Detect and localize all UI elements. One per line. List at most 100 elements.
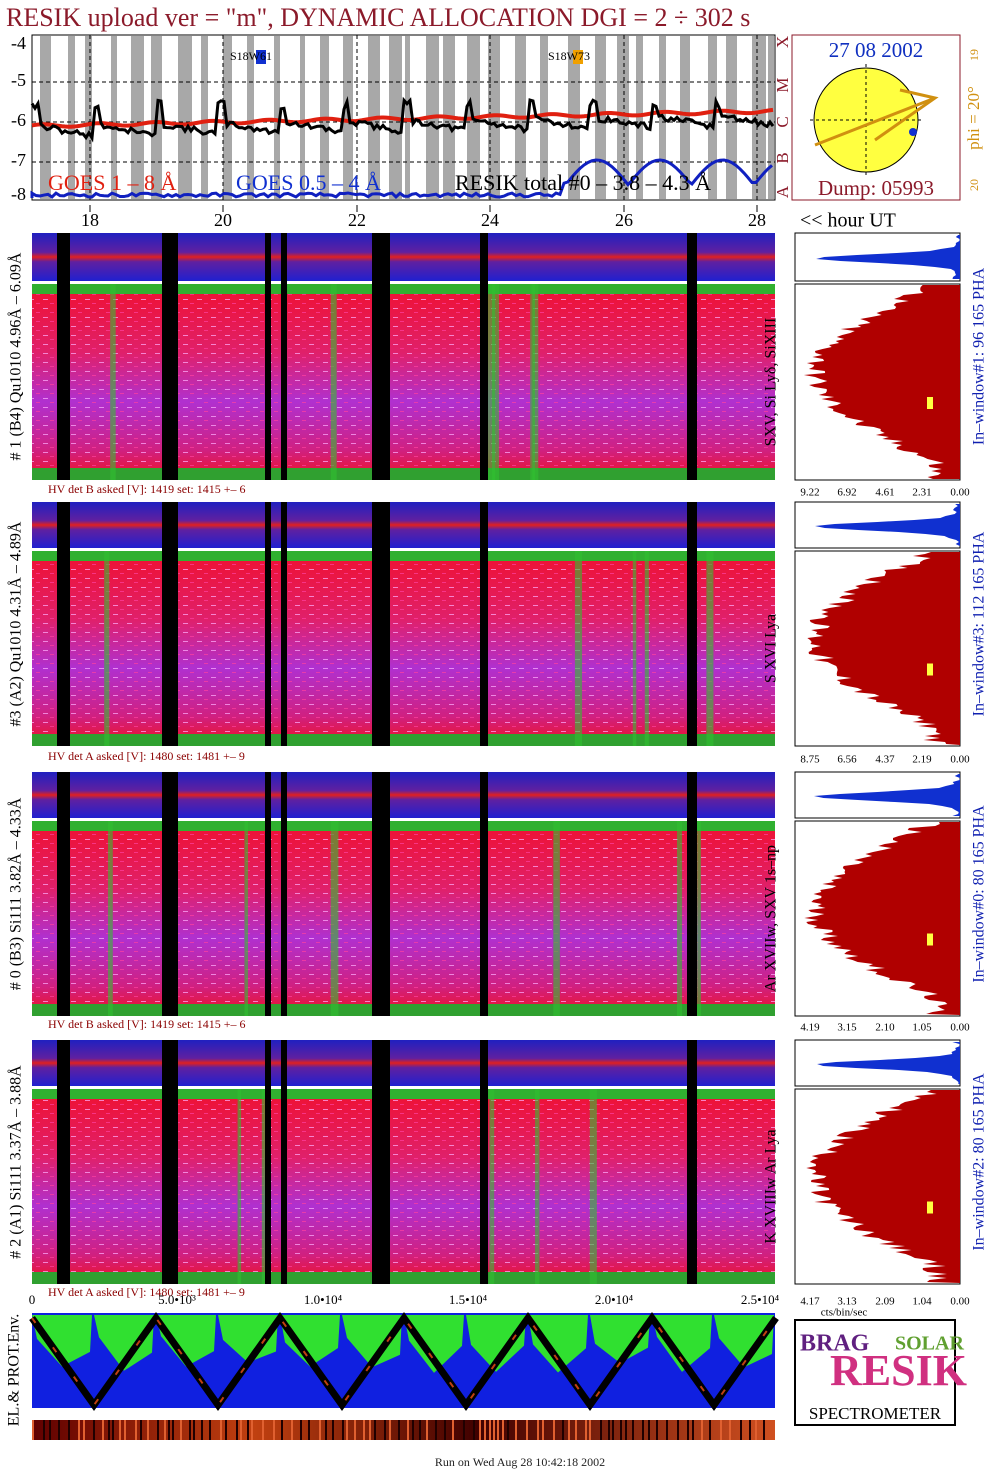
data-gap bbox=[372, 233, 390, 480]
env-region bbox=[528, 1315, 588, 1373]
line-label: SXV, Si Lyδ, SiXIII bbox=[763, 318, 780, 447]
strip-spectrum bbox=[32, 772, 775, 818]
env-strip-bar bbox=[180, 1420, 182, 1440]
spectrogram-texture bbox=[32, 821, 775, 1016]
class-label: B bbox=[773, 152, 792, 163]
strip-spectrum bbox=[32, 502, 775, 548]
green-column bbox=[330, 284, 337, 480]
env-strip-bar bbox=[291, 1420, 293, 1440]
sun-phi-top: 19 bbox=[967, 49, 981, 61]
env-strip-bar bbox=[625, 1420, 627, 1440]
env-strip-bar bbox=[656, 1420, 658, 1440]
data-gap bbox=[687, 233, 697, 480]
data-gap bbox=[281, 502, 287, 746]
env-strip-bar bbox=[354, 1420, 356, 1440]
green-column bbox=[489, 1089, 495, 1284]
env-bg bbox=[32, 1313, 775, 1408]
env-strip-bar bbox=[32, 1420, 34, 1440]
env-strip-bar bbox=[600, 1420, 602, 1440]
data-gap bbox=[372, 1040, 390, 1284]
env-strip-bar bbox=[236, 1420, 238, 1440]
env-strip-bar bbox=[273, 1420, 275, 1440]
logo-caption: SPECTROMETER bbox=[809, 1404, 942, 1423]
env-strip-bar bbox=[251, 1420, 253, 1440]
env-region bbox=[714, 1315, 774, 1368]
line-label: S XVI Lya bbox=[763, 614, 780, 683]
env-tick-label: 2.0•10⁴ bbox=[595, 1292, 634, 1307]
legend-text: GOES 1 – 8 Å bbox=[48, 170, 176, 195]
gap-band bbox=[300, 36, 305, 199]
env-strip-bar bbox=[119, 1420, 121, 1440]
env-strip-bar bbox=[209, 1420, 211, 1440]
env-strip-bar bbox=[502, 1420, 504, 1440]
env-region bbox=[94, 1315, 154, 1371]
data-gap bbox=[372, 502, 390, 746]
strip-spectrum bbox=[32, 1040, 775, 1086]
gap-band bbox=[540, 36, 548, 199]
gap-band bbox=[131, 36, 144, 199]
green-edge bbox=[32, 1272, 775, 1284]
env-strip-bar bbox=[463, 1420, 465, 1440]
env-strip-bar bbox=[666, 1420, 668, 1440]
green-edge bbox=[32, 1004, 775, 1016]
legend-text: GOES 0.5 – 4 Å bbox=[236, 170, 381, 195]
pha-profile bbox=[807, 552, 960, 745]
env-strip-bar bbox=[140, 1420, 142, 1440]
data-gap bbox=[281, 233, 287, 480]
pha-tick-label: 3.13 bbox=[837, 1296, 857, 1308]
env-strip-bar bbox=[608, 1420, 610, 1440]
flare-marker bbox=[256, 50, 266, 64]
sun-phi: phi = 20° bbox=[964, 86, 983, 150]
pha-profile bbox=[803, 285, 960, 479]
flare-marker bbox=[573, 50, 583, 64]
env-strip-bar bbox=[493, 1420, 495, 1440]
env-strip-bar bbox=[398, 1420, 400, 1440]
gap-band bbox=[247, 36, 254, 199]
env-strip-bar bbox=[444, 1420, 446, 1440]
env-strip-bar bbox=[562, 1420, 564, 1440]
hour-tick-label: 24 bbox=[481, 210, 499, 230]
env-region bbox=[32, 1315, 92, 1367]
env-strip-bar bbox=[479, 1420, 481, 1440]
green-column bbox=[492, 284, 500, 480]
env-strip-bar bbox=[78, 1420, 80, 1440]
pha-tick-label: 4.61 bbox=[875, 487, 894, 499]
gap-band bbox=[178, 36, 192, 199]
data-gap bbox=[265, 772, 271, 1016]
pha-profile bbox=[804, 822, 960, 1015]
line-label: Ar XVIIw, SXV 1s–np bbox=[763, 845, 780, 992]
logo-frame bbox=[794, 1319, 956, 1426]
pha-tick-label: 4.37 bbox=[875, 754, 895, 766]
pha-tick-label: 0.00 bbox=[950, 754, 970, 766]
env-strip-bar bbox=[201, 1420, 203, 1440]
env-strip-bar bbox=[426, 1420, 428, 1440]
env-strip-bar bbox=[193, 1420, 195, 1440]
env-strip-bar bbox=[332, 1420, 334, 1440]
green-column bbox=[632, 551, 637, 746]
env-strip-bar bbox=[325, 1420, 327, 1440]
pha-tick-label: 8.75 bbox=[800, 754, 820, 766]
gap-band bbox=[617, 36, 629, 199]
class-label: A bbox=[773, 185, 792, 198]
pha-tick-label: 3.15 bbox=[837, 1022, 857, 1034]
env-strip-bar bbox=[135, 1420, 137, 1440]
sun-date: 27 08 2002 bbox=[829, 38, 924, 62]
gap-band bbox=[201, 36, 208, 199]
gap-band bbox=[488, 36, 500, 199]
data-gap bbox=[162, 502, 178, 746]
gap-band bbox=[768, 36, 774, 199]
env-strip-bar bbox=[435, 1420, 437, 1440]
hour-tick-label: 20 bbox=[214, 210, 232, 230]
window-label: In–window#3: 112 165 PHA bbox=[971, 531, 988, 716]
env-strip-bar bbox=[585, 1420, 587, 1440]
sun-phi-bottom: 20 bbox=[967, 179, 981, 191]
hour-axis-label: << hour UT bbox=[800, 210, 896, 232]
green-column bbox=[553, 821, 560, 1016]
legend-text: RESIK total #0 – 3.8 – 4.3 Å bbox=[455, 170, 711, 195]
class-label: X bbox=[773, 36, 792, 48]
data-gap bbox=[265, 1040, 271, 1284]
env-region bbox=[342, 1315, 402, 1368]
pha-tick-label: 0.00 bbox=[950, 487, 970, 499]
pha-tick-label: 2.19 bbox=[912, 754, 932, 766]
flare-label: S18W61 bbox=[230, 49, 272, 63]
